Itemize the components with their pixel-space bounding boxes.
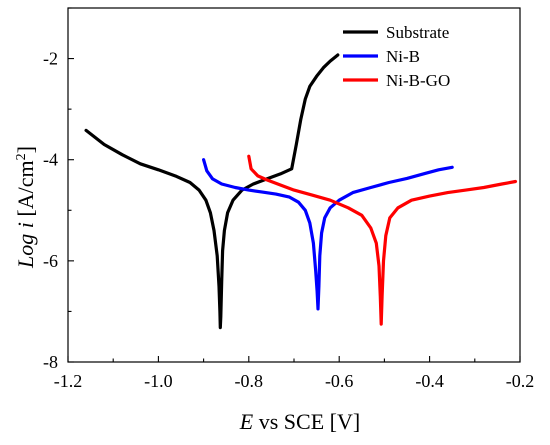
series-line-ni-b-go	[247, 154, 518, 326]
y-axis-ticks: -8 -6 -4 -2	[43, 7, 74, 372]
y-axis-title-close: ]	[13, 146, 38, 153]
y-axis-title: Log i [A/cm2]	[13, 146, 38, 269]
x-tick-label: -1.0	[144, 371, 173, 391]
legend: Substrate Ni-B Ni-B-GO	[343, 23, 450, 90]
y-axis-title-i: i	[13, 222, 38, 228]
y-tick-label: -4	[43, 150, 58, 170]
y-tick-label: -8	[43, 352, 58, 372]
legend-label-ni-b-go: Ni-B-GO	[386, 71, 450, 90]
y-tick-label: -6	[43, 251, 58, 271]
x-tick-label: -0.8	[235, 371, 264, 391]
y-axis-title-log: Log	[13, 228, 38, 269]
x-tick-label: -0.4	[415, 371, 444, 391]
legend-label-ni-b: Ni-B	[386, 47, 420, 66]
x-axis-title: E vs SCE [V]	[239, 409, 360, 434]
y-tick-label: -2	[43, 49, 58, 69]
plot-area: -1.2 -1.0 -0.8 -0.6 -0.4 -0.2 -8 -6 -4 -2	[43, 7, 535, 391]
x-tick-label: -0.2	[506, 371, 535, 391]
legend-label-substrate: Substrate	[386, 23, 449, 42]
x-axis-title-symbol: E	[239, 409, 254, 434]
x-axis-title-text: vs SCE [V]	[253, 409, 360, 434]
x-axis-ticks: -1.2 -1.0 -0.8 -0.6 -0.4 -0.2	[54, 356, 535, 391]
series-line-substrate	[84, 53, 340, 330]
series-line-ni-b	[202, 158, 454, 311]
y-axis-title-unit: [A/cm	[13, 160, 38, 222]
x-tick-label: -0.6	[325, 371, 354, 391]
y-axis-title-sup: 2	[14, 153, 29, 160]
plot-frame	[67, 7, 521, 363]
x-tick-label: -1.2	[54, 371, 83, 391]
data-curves	[84, 53, 518, 330]
